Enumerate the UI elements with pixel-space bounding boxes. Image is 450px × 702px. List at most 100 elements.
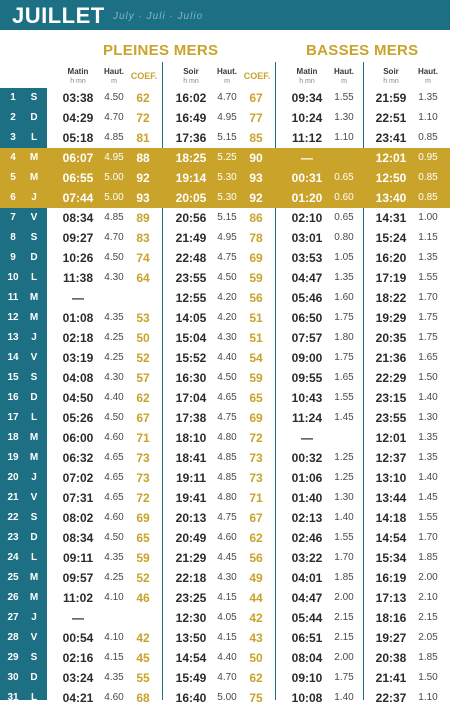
low-morning-height: 1.55	[334, 92, 354, 103]
table-row: 23 D 08:34 4.50 65 20:49 4.60 62 02:46 1.55 14:54 1…	[0, 528, 450, 548]
high-evening-time: 19:11	[175, 471, 207, 485]
day-number: 17	[7, 412, 19, 423]
high-morning-coef: 88	[136, 151, 150, 165]
weekday-letter: S	[30, 372, 38, 383]
low-morning-time: 10:43	[291, 391, 323, 405]
high-evening-coef: 50	[249, 651, 263, 665]
high-evening-height: 4.80	[217, 492, 237, 503]
day-number: 30	[7, 672, 19, 683]
col-header-label: Soir	[183, 67, 199, 76]
low-evening-time: 15:34	[375, 551, 407, 565]
col-header-unit: m	[224, 78, 230, 85]
high-morning-height: 4.10	[104, 592, 124, 603]
low-evening-time: 16:20	[375, 251, 407, 265]
col-header-low-evening-height: Haut. m	[414, 67, 442, 87]
day-number: 19	[7, 452, 19, 463]
high-evening-coef: 73	[249, 471, 263, 485]
day-number: 18	[7, 432, 19, 443]
high-morning-time: 06:00	[62, 431, 94, 445]
high-evening-height: 4.70	[217, 672, 237, 683]
high-morning-height: 4.25	[104, 352, 124, 363]
weekday-letter: L	[30, 692, 38, 702]
low-evening-time: 14:54	[375, 531, 407, 545]
col-header-label: Haut.	[104, 67, 124, 76]
col-header-label: Haut.	[334, 67, 354, 76]
column-divider	[275, 62, 276, 700]
low-evening-height: 1.55	[418, 272, 438, 283]
weekday-letter: L	[30, 552, 38, 563]
high-evening-time: 18:41	[175, 451, 207, 465]
high-morning-coef: 64	[136, 271, 150, 285]
low-evening-height: 2.10	[418, 592, 438, 603]
low-morning-time: 01:40	[291, 491, 323, 505]
low-morning-time: 01:06	[291, 471, 323, 485]
low-evening-time: 21:36	[375, 351, 407, 365]
high-morning-time: 03:24	[62, 671, 94, 685]
month-title: JUILLET	[12, 3, 105, 28]
high-morning-coef: 72	[136, 491, 150, 505]
low-morning-time: 10:24	[291, 111, 323, 125]
high-morning-height: 4.85	[104, 132, 124, 143]
low-morning-height: 1.35	[334, 272, 354, 283]
day-number: 20	[7, 472, 19, 483]
day-number: 25	[7, 572, 19, 583]
high-evening-time: 16:40	[175, 691, 207, 702]
low-morning-time: 03:01	[291, 231, 323, 245]
high-morning-height: 5.00	[104, 172, 124, 183]
low-morning-time: 00:31	[291, 171, 323, 185]
day-number: 22	[7, 512, 19, 523]
high-evening-coef: 75	[249, 691, 263, 702]
high-morning-coef: 93	[136, 191, 150, 205]
high-evening-time: 22:48	[175, 251, 207, 265]
weekday-letter: M	[29, 152, 39, 163]
high-morning-height: 4.70	[104, 112, 124, 123]
month-subtitle: July · Juli · Julio	[113, 11, 204, 22]
weekday-letter: D	[30, 672, 38, 683]
low-morning-time: —	[301, 151, 313, 165]
high-evening-time: 13:50	[175, 631, 207, 645]
column-divider	[162, 62, 163, 700]
weekday-letter: M	[29, 432, 39, 443]
high-morning-time: 03:38	[62, 91, 94, 105]
day-number: 29	[7, 652, 19, 663]
col-header-label: COEF.	[130, 71, 158, 81]
table-row: 19 M 06:32 4.65 73 18:41 4.85 73 00:32 1.25 12:37 1…	[0, 448, 450, 468]
col-header-label: Haut.	[418, 67, 438, 76]
low-morning-height: 0.65	[334, 212, 354, 223]
high-evening-time: 18:10	[175, 431, 207, 445]
weekday-letter: V	[30, 632, 38, 643]
high-evening-time: 18:25	[175, 151, 207, 165]
col-header-label: COEF.	[243, 71, 271, 81]
col-header-low-morning: Matin h mn	[287, 67, 327, 87]
high-evening-height: 4.50	[217, 272, 237, 283]
low-morning-height: 1.80	[334, 332, 354, 343]
low-morning-time: 07:57	[291, 331, 323, 345]
day-number: 21	[7, 492, 19, 503]
weekday-letter: D	[30, 392, 38, 403]
high-morning-height: 4.65	[104, 472, 124, 483]
low-evening-height: 1.35	[418, 452, 438, 463]
high-evening-time: 15:04	[175, 331, 207, 345]
low-morning-time: 04:01	[291, 571, 323, 585]
day-number: 12	[7, 312, 19, 323]
high-evening-coef: 67	[249, 511, 263, 525]
table-row: 27 J — 12:30 4.05 42 05:44 2.15 18:16 2.15	[0, 608, 450, 628]
high-evening-coef: 85	[249, 131, 263, 145]
high-evening-time: 19:14	[175, 171, 207, 185]
col-header-low-evening: Soir h mn	[371, 67, 411, 87]
table-row: 21 V 07:31 4.65 72 19:41 4.80 71 01:40 1.30 13:44 1…	[0, 488, 450, 508]
table-row: 12 M 01:08 4.35 53 14:05 4.20 51 06:50 1.75 19:29 1…	[0, 308, 450, 328]
table-row: 8 S 09:27 4.70 83 21:49 4.95 78 03:01 0.80 15:24 1.…	[0, 228, 450, 248]
high-morning-time: 06:55	[62, 171, 94, 185]
high-evening-height: 4.65	[217, 392, 237, 403]
low-evening-time: 20:38	[375, 651, 407, 665]
table-row: 25 M 09:57 4.25 52 22:18 4.30 49 04:01 1.85 16:19 2…	[0, 568, 450, 588]
low-evening-height: 0.95	[418, 152, 438, 163]
high-morning-height: 4.60	[104, 432, 124, 443]
high-morning-height: 4.60	[104, 512, 124, 523]
high-morning-time: 04:21	[62, 691, 94, 702]
high-morning-time: 06:32	[62, 451, 94, 465]
col-header-high-morning: Matin h mn	[58, 67, 98, 87]
day-number: 28	[7, 632, 19, 643]
low-morning-height: 1.40	[334, 512, 354, 523]
